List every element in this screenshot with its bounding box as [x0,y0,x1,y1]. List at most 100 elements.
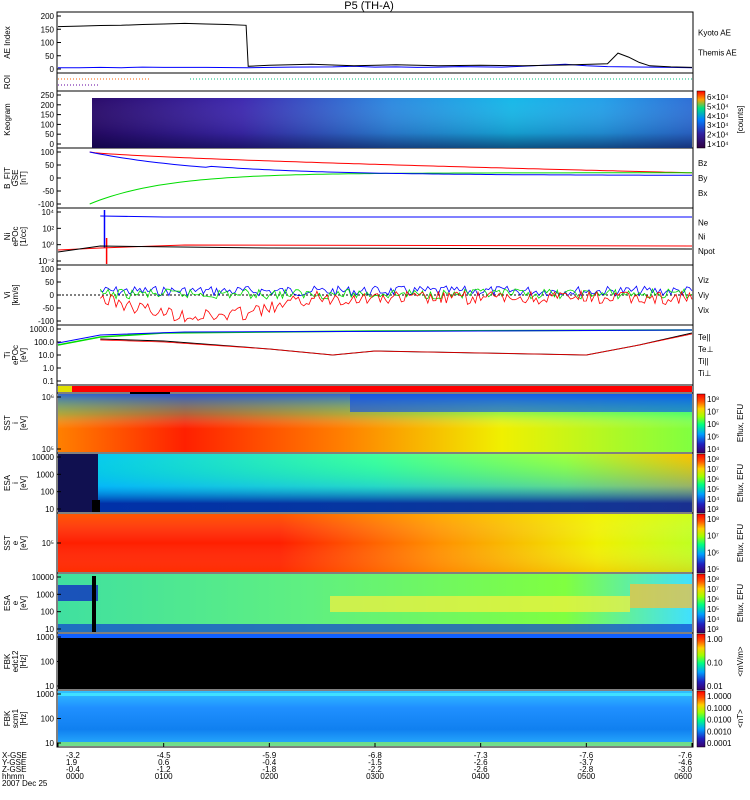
panel-vi-ylabel: Vi [3,291,12,298]
x-tick-label: -2.6 [474,758,488,767]
x-tick-label: -1.5 [368,758,382,767]
panel-sst_e-ylabel: SST [3,535,12,551]
y-tick-label: 0 [50,65,55,74]
x-tick-label: -6.8 [368,751,382,760]
y-tick-label: 10000 [32,573,55,582]
panel-esa_i-ylabel: i [11,482,20,484]
colorbar-label: 10⁷ [707,532,719,541]
panel-ae-ylabel: AE Index [3,26,12,58]
y-tick-label: 1000 [36,633,54,642]
ae-line-0 [58,63,693,69]
y-tick-label: 200 [41,101,55,110]
x-tick-label: 0000 [66,772,84,781]
legend-ti-1: Te⊥ [698,345,713,354]
panel-ti-ylabel: [eV] [19,348,28,362]
colorbar-label: 1×10⁴ [707,140,729,149]
y-tick-label: -100 [38,317,55,326]
legend-ti-2: Ti|| [698,357,709,366]
y-tick-label: 200 [41,12,55,21]
panel-ni-ylabel: ePOc [11,226,20,246]
y-tick-label: 100 [41,488,55,497]
x-tick-label: -3.7 [579,758,593,767]
panel-sst_e-ylabel: [eV] [19,536,28,550]
x-tick-label: 0400 [472,772,490,781]
y-tick-label: 1.0 [43,364,55,373]
panel-ti-ylabel: Ti [3,352,12,359]
y-tick-label: 10⁶ [42,393,54,402]
colorbar-label: 10³ [707,505,719,514]
panel-fbk2-ylabel: [Hz] [19,711,28,725]
colorbar-label: 10⁶ [707,595,719,604]
legend-ae-0: Kyoto AE [698,28,731,37]
y-tick-label: 0.1 [43,377,55,386]
colorbar-label: 10⁴ [707,615,720,624]
ti-par-line [57,329,693,346]
panel-sst_i-ylabel: SST [3,415,12,431]
colorbar-label: 10⁴ [707,445,720,454]
legend-vi-1: Viy [698,291,709,300]
xaxis-row-label-3: hhmm [2,772,25,781]
x-tick-label: -4.6 [678,758,692,767]
x-tick-label: -1.2 [157,765,171,774]
panel-bfit-ylabel: GSE [11,170,20,187]
x-tick-label: -7.6 [678,751,692,760]
y-tick-label: 10 [45,625,54,634]
colorbar-label: 10⁸ [707,455,719,464]
panel-sst_i-ylabel: i [11,422,20,424]
y-tick-label: 50 [45,52,54,61]
colorbars [696,90,706,748]
colorbar-label: 0.0001 [707,739,732,748]
y-tick-label: -100 [38,200,55,209]
legend-ni-1: Ni [698,233,706,242]
colorbar-label: 0.10 [707,659,723,668]
panel-sst_i-ylabel: [eV] [19,416,28,430]
xaxis-row-label-0: X-GSE [2,751,27,760]
colorbar-unit: <mV/m> [736,646,745,677]
colorbar-unit: Eflux, EFU [736,584,745,622]
y-tick-label: 1000 [36,470,54,479]
x-tick-label: 1.9 [66,758,78,767]
y-tick-label: 10⁴ [42,208,55,217]
y-tick-label: 150 [41,111,55,120]
ni-line [57,245,693,253]
colorbar-label: 10⁸ [707,575,719,584]
panel-esa_e-ylabel: e [11,600,20,605]
x-tick-label: -3.2 [66,751,80,760]
colorbar-label: 0.0100 [707,716,732,725]
y-tick-label: 50 [45,130,54,139]
x-tick-label: 0.6 [158,758,170,767]
vi-line-0 [100,285,693,297]
colorbar-label: 3×10⁴ [707,121,729,130]
colorbar-label: 10⁵ [707,433,719,442]
colorbar-label: 10⁵ [707,485,719,494]
x-tick-label: -0.4 [66,765,80,774]
legend-ae-1: Themis AE [698,49,737,58]
panel-ni-ylabel: Ni [3,233,12,241]
y-tick-label: 10² [42,224,54,233]
plot-title: P5 (TH-A) [344,0,394,12]
panel-fbk1-ylabel: FBK [3,653,12,669]
x-tick-label: -7.3 [474,751,488,760]
panel-fbk2-ylabel: scm1 [11,708,20,728]
x-tick-label: -2.2 [368,765,382,774]
y-tick-label: 10000 [32,453,55,462]
panel-roi-ylabel: ROI [3,75,12,89]
colorbar-label: 10⁵ [707,565,719,574]
y-tick-label: 10⁻² [38,257,54,266]
x-tick-label: 0600 [674,772,692,781]
xaxis-row-label-4: 2007 Dec 25 [2,779,48,788]
y-tick-label: 100 [41,120,55,129]
colorbar-unit: Eflux, EFU [736,404,745,442]
by-line [89,172,692,205]
vi-line-2 [100,289,693,323]
legend-bfit-2: Bx [698,189,707,198]
y-tick-label: 50 [45,161,54,170]
colorbar-label: 10⁷ [707,465,719,474]
panel-sst_e-ylabel: e [11,540,20,545]
y-tick-label: 10⁵ [42,539,54,548]
y-tick-label: 100 [41,265,55,274]
y-tick-label: 10⁰ [42,241,54,250]
panel-esa_e-ylabel: [eV] [19,596,28,610]
y-tick-label: 0 [50,174,55,183]
y-tick-label: 100 [41,608,55,617]
